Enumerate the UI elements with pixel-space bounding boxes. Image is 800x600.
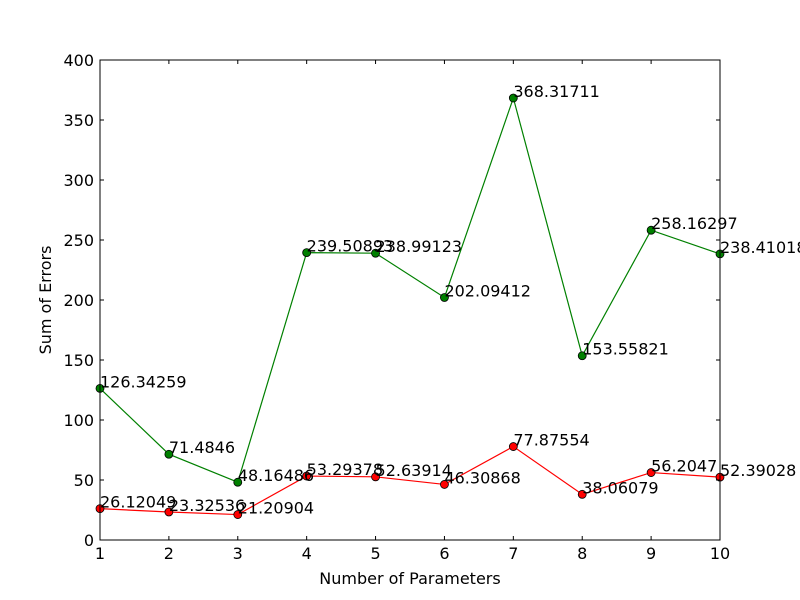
data-label: 56.2047 [651,457,717,476]
y-tick-label: 350 [63,111,94,130]
x-tick-label: 1 [95,544,105,563]
y-axis-title: Sum of Errors [36,246,55,355]
x-tick-label: 8 [577,544,587,563]
x-tick-label: 9 [646,544,656,563]
x-tick-label: 2 [164,544,174,563]
data-point [371,472,380,482]
data-label: 153.55821 [582,340,669,359]
data-label: 239.50893 [307,237,394,256]
data-label: 202.09412 [444,281,531,300]
y-tick-label: 0 [84,531,94,550]
data-point [577,351,587,361]
data-label: 52.39028 [720,461,796,480]
data-label: 126.34259 [100,372,187,391]
y-tick-label: 200 [63,291,94,310]
data-label: 71.4846 [169,438,235,457]
data-label: 238.99123 [376,237,463,256]
series-layer [95,93,725,519]
data-point [508,442,518,451]
data-label: 26.12049 [100,493,176,512]
y-tick-label: 50 [74,471,94,490]
data-label: 46.30868 [444,468,520,487]
x-tick-label: 10 [710,544,730,563]
x-tick-label: 7 [508,544,518,563]
data-point [302,471,312,481]
data-label: 258.16297 [651,214,738,233]
data-point [164,449,174,459]
data-label: 238.41018 [720,238,800,257]
y-tick-label: 400 [63,51,94,70]
x-tick-label: 4 [302,544,312,563]
y-tick-label: 300 [63,171,94,190]
y-tick-label: 150 [63,351,94,370]
x-axis-title: Number of Parameters [319,569,500,588]
data-point [371,248,380,258]
series-line [99,445,721,516]
data-point [440,293,449,302]
series-line [99,95,721,484]
y-tick-label: 100 [63,411,94,430]
data-label: 368.31711 [513,82,600,101]
data-point [233,477,243,487]
x-tick-label: 6 [439,544,449,563]
x-tick-label: 3 [233,544,243,563]
y-tick-label: 250 [63,231,94,250]
data-label: 23.32536 [169,496,245,515]
data-point [440,480,449,489]
data-point [302,248,312,257]
data-point [164,507,174,517]
data-point [508,93,518,103]
data-label: 48.16486 [238,466,314,485]
data-label: 21.20904 [238,499,314,518]
x-tick-label: 5 [370,544,380,563]
data-label: 52.63914 [376,461,452,480]
data-point [646,225,656,235]
data-point [646,468,656,477]
data-label: 77.87554 [513,431,589,450]
data-point [233,510,243,519]
data-label: 38.06079 [582,478,658,497]
data-label: 53.29378 [307,460,383,479]
data-point [577,489,587,499]
